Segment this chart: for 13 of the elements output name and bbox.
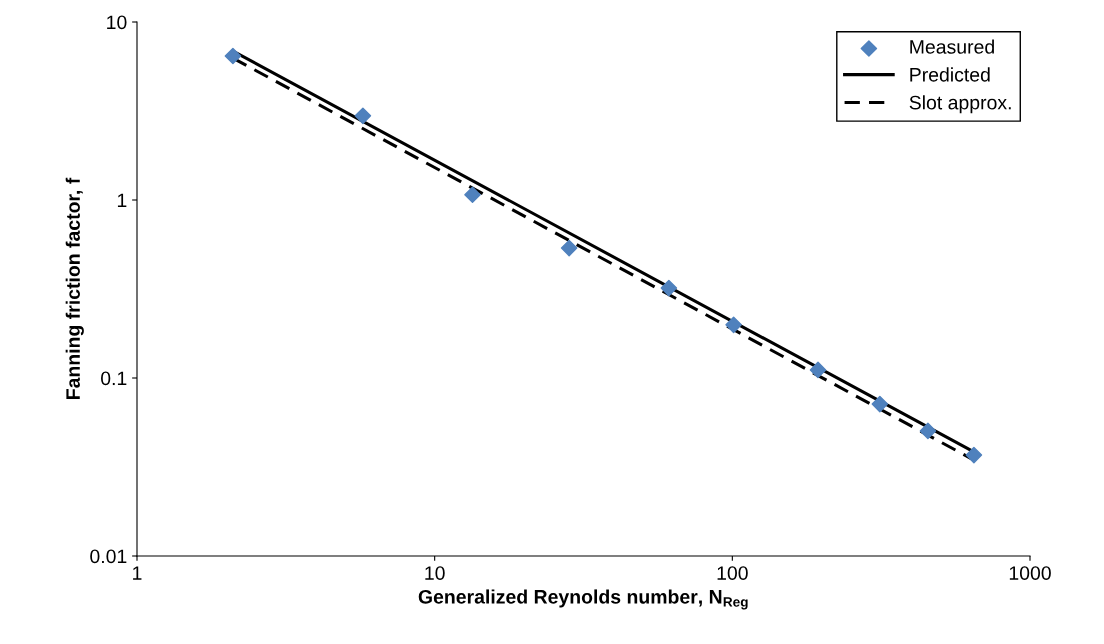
x-tick-label: 100 — [717, 566, 748, 580]
x-tick-label: 10 — [425, 566, 445, 580]
x-tick-label: 1 — [133, 566, 142, 580]
y-tick-label: 0.01 — [90, 549, 127, 564]
x-tick-label: 1000 — [1009, 566, 1051, 580]
y-tick-label: 0.1 — [101, 371, 127, 386]
y-axis-title: Fanning friction factor, f — [65, 177, 84, 399]
y-tick-label: 1 — [117, 193, 127, 208]
legend-label: Predicted — [910, 67, 990, 82]
y-tick-label: 10 — [107, 15, 127, 30]
x-axis-title: Generalized Reynolds number, N$_{Reg}$ — [418, 589, 748, 610]
legend-label: Slot approx. — [909, 95, 1011, 114]
legend-label: Measured — [910, 39, 994, 54]
